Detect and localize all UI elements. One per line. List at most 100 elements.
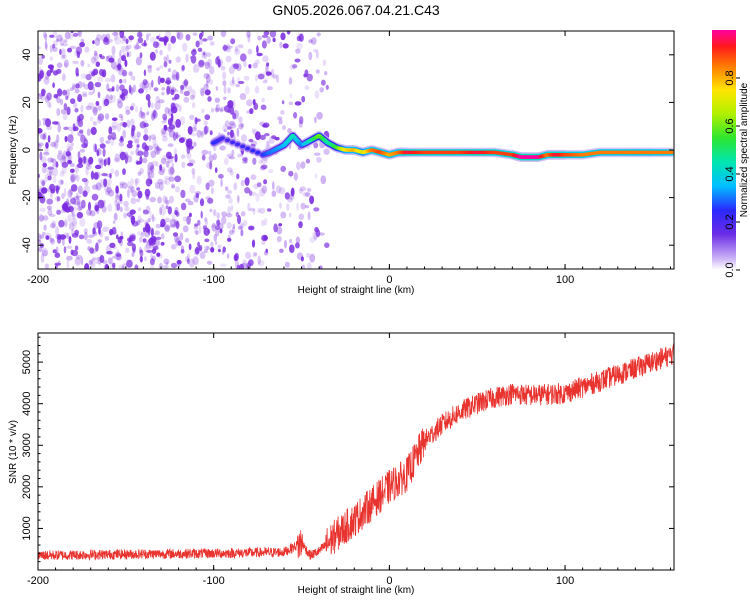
spectrogram-speckle — [69, 222, 75, 232]
spectrogram-speckle — [109, 263, 113, 269]
spectrogram-speckle — [46, 70, 52, 77]
colorbar-tick-label: 0.8 — [724, 70, 736, 85]
spectrogram-speckle — [144, 244, 148, 253]
spectrogram-speckle — [163, 116, 168, 122]
spectrogram-speckle — [115, 194, 121, 200]
spectrogram-speckle — [68, 236, 72, 244]
spectrogram-speckle — [83, 137, 88, 141]
spectrogram-speckle — [145, 205, 151, 214]
spectrogram-speckle — [313, 207, 320, 212]
spectrogram-speckle — [55, 161, 59, 168]
spectrogram-speckle — [54, 262, 61, 266]
spectrogram-speckle — [161, 128, 166, 136]
spectrogram-speckle — [262, 124, 268, 128]
spectrogram-speckle — [167, 118, 173, 126]
spectrogram-speckle — [147, 162, 154, 171]
spectrogram-speckle — [93, 172, 99, 180]
spectrogram-speckle — [147, 226, 151, 236]
spectrogram-speckle — [248, 64, 252, 69]
spectrogram-speckle — [240, 223, 244, 232]
spectrogram-speckle — [42, 134, 46, 141]
spectrogram-speckle — [151, 213, 155, 223]
spectrogram-speckle — [116, 254, 122, 261]
spectrogram-speckle — [71, 217, 78, 227]
spectrogram-speckle — [39, 151, 43, 161]
spectrogram-speckle — [38, 191, 41, 199]
spectrogram-speckle — [126, 188, 130, 198]
spectrogram-speckle — [51, 220, 56, 228]
spectrogram-speckle — [166, 200, 170, 205]
spectrogram-speckle — [234, 45, 239, 53]
spectrogram-speckle — [111, 45, 116, 55]
spectrogram-speckle — [319, 265, 323, 269]
spectrogram-speckle — [50, 157, 54, 163]
spectrogram-speckle — [255, 193, 260, 202]
spectrogram-speckle — [250, 174, 257, 180]
spectrogram-speckle — [151, 79, 154, 88]
spectrogram-speckle — [204, 89, 211, 96]
spectrogram-speckle — [52, 175, 57, 184]
spectrogram-speckle — [272, 181, 275, 191]
spectrogram-speckle — [44, 33, 48, 41]
spectrogram-speckle — [61, 192, 65, 200]
spectrogram-speckle — [158, 34, 161, 42]
spectrogram-speckle — [111, 31, 119, 36]
spectrogram-speckle — [229, 123, 237, 129]
spectrogram-speckle — [206, 73, 211, 83]
spectrogram-speckle — [56, 235, 62, 244]
spectrogram-speckle — [70, 197, 77, 205]
spectrogram-speckle — [146, 34, 149, 41]
spectrogram-speckle — [59, 37, 65, 47]
spectrogram-speckle — [110, 74, 116, 83]
spectrogram-speckle — [96, 220, 103, 230]
spectrogram-speckle — [81, 156, 88, 165]
spectrogram-speckle — [66, 148, 70, 157]
spectrogram-speckle — [238, 123, 244, 130]
spectrogram-speckle — [41, 156, 47, 164]
spectrogram-speckle — [170, 35, 176, 44]
spectrogram-speckle — [75, 195, 82, 199]
spectrogram-speckle — [134, 138, 140, 144]
spectrogram-speckle — [144, 256, 147, 262]
spectrogram-speckle — [100, 55, 105, 60]
spectrogram-speckle — [121, 88, 129, 97]
spectrogram-speckle — [256, 52, 263, 57]
spectrogram-speckle — [295, 48, 301, 54]
spectrogram-speckle — [95, 182, 102, 191]
spectrogram-speckle — [196, 129, 202, 138]
spectrogram-speckle — [82, 190, 88, 197]
spectrogram-speckle — [111, 120, 118, 129]
spectrogram-speckle — [41, 166, 48, 174]
spectrogram-speckle — [142, 227, 146, 233]
spectrogram-speckle — [167, 157, 173, 164]
spectrogram-speckle — [251, 239, 256, 248]
spectrogram-speckle — [191, 101, 196, 109]
spectrogram-speckle — [136, 131, 141, 138]
spectrogram-speckle — [282, 125, 286, 131]
spectrogram-speckle — [161, 130, 168, 138]
spectrogram-speckle — [130, 186, 135, 192]
spectrogram-speckle — [44, 263, 49, 269]
spectrogram-speckle — [159, 164, 163, 171]
spectrogram-speckle — [47, 101, 51, 108]
spectrogram-speckle — [254, 85, 260, 94]
spectrogram-speckle — [133, 44, 140, 51]
spectrogram-speckle — [121, 265, 125, 269]
spectrogram-speckle — [207, 35, 214, 41]
spectrogram-speckle — [203, 72, 210, 79]
spectrogram-speckle — [204, 114, 211, 121]
spectrogram-x-tick-label: 0 — [386, 274, 392, 286]
spectrogram-speckle — [296, 42, 303, 50]
spectrogram-speckle — [110, 60, 117, 70]
spectrogram-speckle — [158, 168, 165, 176]
spectrogram-speckle — [80, 60, 85, 67]
snr-x-ticks: -200 -100 0 100 — [27, 333, 671, 587]
spectrogram-speckle — [276, 226, 283, 235]
spectrogram-speckle — [169, 167, 175, 175]
spectrogram-speckle — [57, 123, 61, 133]
spectrogram-speckle — [247, 202, 251, 212]
spectrogram-speckle — [57, 152, 63, 161]
spectrogram-speckle — [106, 83, 110, 91]
spectrogram-speckle — [139, 236, 143, 243]
spectrogram-speckle — [222, 80, 227, 86]
